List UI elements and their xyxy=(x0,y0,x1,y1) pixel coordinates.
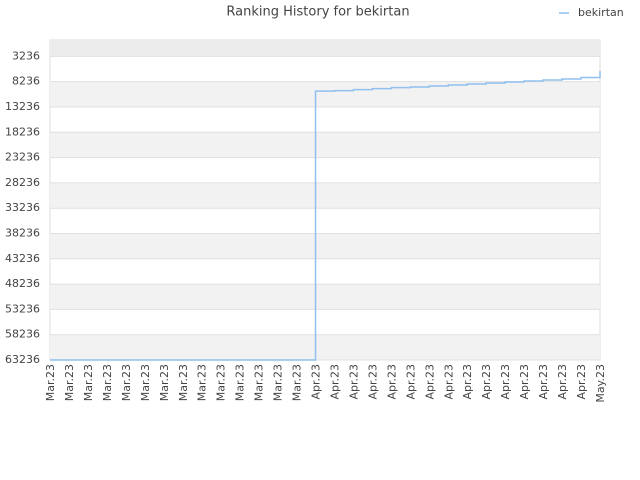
legend-label: bekirtan xyxy=(578,6,624,19)
grid-band xyxy=(50,132,600,158)
x-tick-label: Apr.23 xyxy=(556,364,569,400)
x-tick-label: Apr.23 xyxy=(347,364,360,400)
x-tick-label: Apr.23 xyxy=(499,364,512,400)
y-tick-label: 28236 xyxy=(5,176,40,189)
x-tick-label: Apr.23 xyxy=(461,364,474,400)
grid-band xyxy=(50,284,600,310)
x-tick-label: Apr.23 xyxy=(310,364,323,400)
x-tick-label: Apr.23 xyxy=(423,364,436,400)
x-tick-label: Mar.23 xyxy=(272,364,285,401)
y-tick-label: 33236 xyxy=(5,201,40,214)
x-tick-label: Mar.23 xyxy=(291,364,304,401)
x-tick-label: Mar.23 xyxy=(82,364,95,401)
x-tick-label: May.23 xyxy=(594,364,607,403)
y-tick-label: 48236 xyxy=(5,277,40,290)
y-tick-label: 63236 xyxy=(5,353,40,366)
x-tick-label: Mar.23 xyxy=(139,364,152,401)
x-tick-label: Apr.23 xyxy=(385,364,398,400)
grid-band xyxy=(50,182,600,209)
x-tick-label: Mar.23 xyxy=(196,364,209,401)
y-tick-label: 18236 xyxy=(5,125,40,138)
x-tick-label: Mar.23 xyxy=(253,364,266,401)
grid-band xyxy=(50,40,600,57)
x-tick-label: Apr.23 xyxy=(328,364,341,400)
y-tick-label: 38236 xyxy=(5,226,40,239)
series-line xyxy=(50,70,601,361)
chart-title: Ranking History for bekirtan xyxy=(226,5,409,20)
y-tick-label: 3236 xyxy=(12,49,40,62)
y-tick-label: 13236 xyxy=(5,100,40,113)
y-tick-label: 8236 xyxy=(12,75,40,88)
x-tick-label: Mar.23 xyxy=(101,364,114,401)
grid-band xyxy=(50,81,600,107)
x-tick-label: Apr.23 xyxy=(442,364,455,400)
grid-band xyxy=(50,233,600,259)
x-tick-label: Apr.23 xyxy=(518,364,531,400)
x-tick-label: Mar.23 xyxy=(158,364,171,401)
y-tick-label: 58236 xyxy=(5,328,40,341)
x-tick-label: Mar.23 xyxy=(44,364,57,401)
x-tick-label: Apr.23 xyxy=(537,364,550,400)
y-tick-label: 53236 xyxy=(5,302,40,315)
y-tick-label: 23236 xyxy=(5,151,40,164)
x-tick-label: Apr.23 xyxy=(366,364,379,400)
grid-band xyxy=(50,334,600,360)
x-tick-label: Mar.23 xyxy=(120,364,133,401)
x-tick-label: Mar.23 xyxy=(177,364,190,401)
x-tick-label: Apr.23 xyxy=(480,364,493,400)
x-tick-label: Mar.23 xyxy=(234,364,247,401)
y-tick-label: 43236 xyxy=(5,252,40,265)
x-tick-label: Apr.23 xyxy=(575,364,588,400)
x-tick-label: Mar.23 xyxy=(215,364,228,401)
x-tick-label: Mar.23 xyxy=(63,364,76,401)
x-tick-label: Apr.23 xyxy=(404,364,417,400)
